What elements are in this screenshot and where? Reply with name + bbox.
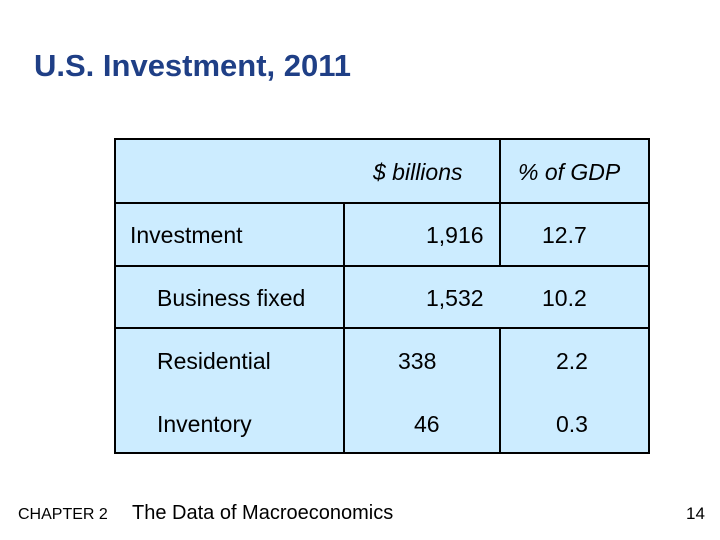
row-label-residential: Residential (157, 348, 271, 374)
table-row-divider (116, 327, 648, 329)
value-business-fixed-billions: 1,532 (426, 285, 484, 311)
column-header-pct-gdp: % of GDP (518, 159, 621, 185)
value-residential-billions: 338 (398, 348, 437, 374)
slide-title: U.S. Investment, 2011 (34, 48, 352, 83)
table-column-divider (343, 202, 345, 452)
page-number: 14 (686, 504, 705, 523)
value-inventory-billions: 46 (414, 411, 440, 437)
table-header-divider (116, 202, 648, 204)
row-label-investment: Investment (130, 222, 243, 248)
table-row-divider (116, 265, 648, 267)
column-header-billions: $ billions (373, 159, 463, 185)
value-inventory-pct-gdp: 0.3 (556, 411, 588, 437)
investment-table: $ billions % of GDP Investment 1,916 12.… (114, 138, 650, 454)
value-business-fixed-pct-gdp: 10.2 (542, 285, 587, 311)
table-column-divider (499, 140, 501, 265)
row-label-inventory: Inventory (157, 411, 252, 437)
value-residential-pct-gdp: 2.2 (556, 348, 588, 374)
table-column-divider (499, 327, 501, 452)
row-label-business-fixed: Business fixed (157, 285, 306, 311)
value-investment-pct-gdp: 12.7 (542, 222, 587, 248)
footer-book-title: The Data of Macroeconomics (132, 502, 394, 524)
value-investment-billions: 1,916 (426, 222, 484, 248)
footer-chapter: CHAPTER 2 (18, 506, 108, 523)
